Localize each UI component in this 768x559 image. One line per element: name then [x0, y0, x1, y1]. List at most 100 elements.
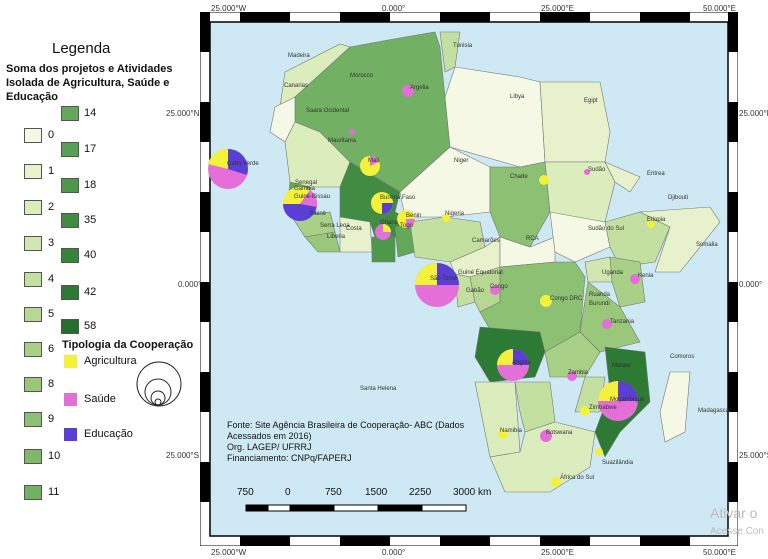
coord-right-2: 25.000°S	[739, 451, 768, 460]
country-label: Liberia	[327, 234, 346, 240]
country-label: Camarões	[472, 238, 500, 244]
pie-congo-drc	[540, 295, 552, 307]
country-label: Ghana	[380, 220, 399, 226]
pie-zimbabwe	[580, 406, 590, 416]
scale-label: 2250	[409, 487, 432, 498]
country-label: Moçambique	[610, 397, 645, 403]
country-label: Mali	[368, 158, 379, 164]
coord-top-2: 25.000°E	[541, 4, 575, 13]
country-label: Ruanda	[589, 292, 611, 298]
legend-swatch-10	[24, 485, 42, 500]
proportional-circles-legend-icon	[136, 361, 182, 407]
frame-graduations	[200, 12, 738, 546]
legend-class-label: 10	[48, 450, 61, 462]
country-label: Libya	[510, 94, 525, 100]
country-label: Sudão do Sul	[588, 226, 624, 232]
coord-left-0: 25.000°N	[166, 109, 200, 118]
scale-label: 750	[325, 487, 342, 498]
coord-right-0: 25.000°N	[739, 109, 768, 118]
legend-swatch-6	[24, 342, 42, 357]
country-label: Somalia	[696, 242, 718, 248]
tipologia-label-educacao: Educação	[84, 428, 133, 440]
coord-left-1: 0.000°	[178, 280, 202, 289]
tipologia-swatch-agricultura	[64, 355, 77, 368]
source-line-3: Org. LAGEP/ UFRRJ	[227, 442, 312, 452]
country-kenya	[609, 256, 646, 308]
country-label: Guiné Equatorial	[458, 270, 503, 276]
tipologia-title: Tipologia da Cooperação	[62, 339, 194, 351]
country-label: Etiopia	[647, 217, 666, 223]
country-zimbabwe	[574, 376, 606, 413]
country-label: Costa	[346, 226, 362, 232]
country-label: Burkina Faso	[380, 195, 416, 201]
country-label: Gabão	[466, 288, 485, 294]
coord-bottom-0: 25.000°W	[211, 548, 247, 557]
country-ghana	[371, 236, 396, 263]
scale-label: 1500	[365, 487, 388, 498]
pie-benin	[397, 210, 415, 228]
country-label: Comoros	[670, 354, 694, 360]
legend-class-label: 5	[48, 308, 55, 320]
scale-label: 0	[285, 487, 291, 498]
country-label: Congo DRC	[550, 296, 583, 302]
country-label: Egipt	[584, 98, 598, 104]
country-label: África do Sul	[560, 474, 594, 481]
tipologia-swatch-educacao	[64, 428, 77, 441]
cooperation-pie-symbols	[208, 85, 655, 487]
source-line-4: Financiamento: CNPq/FAPERJ	[227, 453, 352, 463]
pie-tanzania	[602, 319, 612, 329]
country-label: Saara Ocidental	[306, 108, 349, 114]
country-label: RCA	[526, 236, 539, 242]
legend-swatch-2	[24, 200, 42, 215]
country-label: Zambia	[568, 370, 589, 376]
legend-class-label: 35	[84, 214, 97, 226]
legend-swatch-3	[24, 236, 42, 251]
legend-class-label: 17	[84, 143, 97, 155]
country-label: Guiné-Bissau	[294, 194, 330, 200]
country-label: Zimbabwe	[589, 405, 617, 411]
source-line-1: Fonte: Site Agência Brasileira de Cooper…	[227, 420, 465, 430]
country-label: Madeira	[288, 53, 310, 59]
pie-zambia	[567, 371, 577, 381]
scale-label: 750	[237, 487, 254, 498]
pie-burkina	[371, 192, 393, 214]
legend-swatch-8	[24, 412, 42, 427]
pie-nigeria	[442, 214, 450, 222]
pie-senegal-guinea	[282, 186, 318, 221]
legend-swatch-13	[61, 178, 79, 193]
map-legend: Legenda Soma dos projetos e Atividades I…	[0, 0, 200, 559]
coord-left-2: 25.000°S	[166, 451, 200, 460]
legend-swatch-17	[61, 319, 79, 334]
country-label: Botswana	[546, 430, 573, 436]
pie-cabo-verde	[208, 148, 248, 189]
country-zambia	[544, 331, 601, 378]
coord-top-3: 50.000°E	[703, 4, 737, 13]
legend-swatch-14	[61, 213, 79, 228]
legend-title: Legenda	[52, 40, 111, 57]
legend-class-label: 9	[48, 413, 55, 425]
legend-swatch-16	[61, 285, 79, 300]
country-label: Tanzania	[610, 319, 635, 325]
country-label: Congo	[490, 284, 508, 290]
country-label: Sudão	[588, 167, 606, 173]
country-madagascar	[659, 371, 691, 443]
country-south-sudan	[549, 211, 611, 263]
country-label: Niger	[454, 158, 468, 164]
legend-subtitle: Soma dos projetos e Atividades Isolada d…	[6, 63, 173, 103]
legend-class-label: 3	[48, 237, 55, 249]
country-label: Guiné	[310, 211, 327, 217]
pie-ghana	[375, 224, 391, 240]
country-label: Kenia	[638, 273, 654, 279]
legend-swatch-11	[61, 106, 79, 121]
legend-swatch-15	[61, 248, 79, 263]
tipologia-swatch-saude	[64, 393, 77, 406]
legend-class-label: 40	[84, 249, 97, 261]
coord-top-0: 25.000°W	[211, 4, 247, 13]
pie-botswana	[540, 430, 552, 442]
pie-mozambique	[598, 381, 638, 421]
legend-swatch-5	[24, 307, 42, 322]
country-label: Serra Leoa	[320, 223, 350, 229]
legend-class-label: 11	[48, 486, 60, 498]
source-text: Fonte: Site Agência Brasileira de Cooper…	[227, 420, 467, 464]
country-label: Djibouti	[668, 195, 688, 201]
